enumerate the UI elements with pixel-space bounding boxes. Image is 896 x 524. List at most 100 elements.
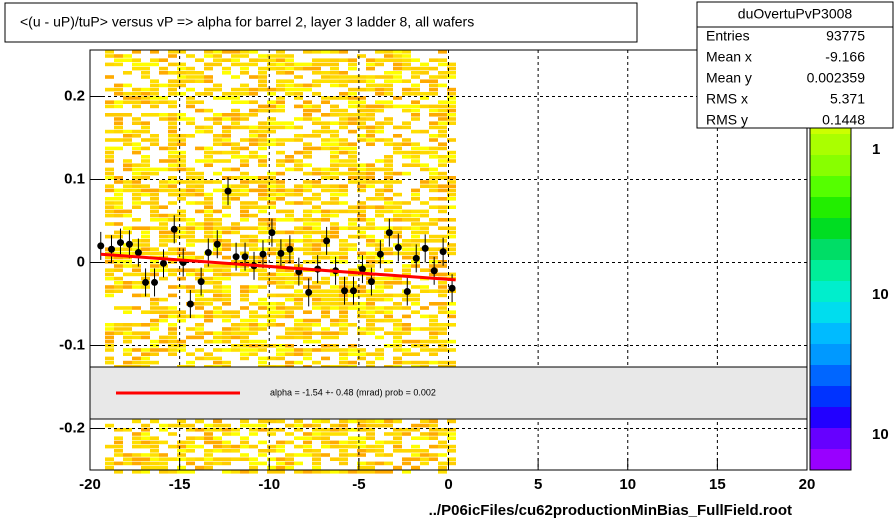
heat-cell	[429, 234, 438, 239]
heat-cell	[267, 201, 276, 205]
heat-cell	[231, 167, 240, 172]
heat-cell	[393, 335, 402, 340]
heat-cell	[375, 243, 384, 247]
heat-cell	[285, 285, 294, 289]
heat-cell	[141, 192, 150, 197]
heat-cell	[204, 54, 213, 58]
heat-cell	[357, 255, 366, 260]
stats-value: 0.1448	[822, 112, 865, 128]
colorbar-label: 10	[872, 426, 889, 443]
heat-cell	[303, 104, 312, 109]
heat-cell	[177, 276, 186, 281]
heat-cell	[366, 310, 375, 314]
heat-cell	[249, 243, 258, 247]
heat-cell	[249, 75, 258, 79]
heat-cell	[420, 201, 429, 205]
heat-cell	[105, 150, 114, 155]
heat-cell	[177, 449, 186, 453]
heat-cell	[384, 461, 393, 466]
heat-cell	[177, 159, 186, 163]
heat-cell	[222, 461, 231, 466]
heat-cell	[375, 159, 384, 163]
heat-cell	[348, 150, 357, 155]
heat-cell	[312, 432, 321, 436]
heat-cell	[321, 75, 330, 79]
heat-cell	[429, 66, 438, 71]
heat-cell	[222, 125, 231, 130]
heat-cell	[330, 272, 339, 277]
heat-cell	[357, 230, 366, 235]
heat-cell	[132, 457, 141, 461]
stats-name: Mean x	[706, 49, 752, 65]
heat-cell	[339, 461, 348, 466]
heat-cell	[105, 339, 114, 344]
heat-cell	[447, 205, 456, 209]
heat-cell	[123, 335, 132, 340]
heat-cell	[213, 113, 222, 117]
heat-cell	[159, 314, 168, 319]
heat-cell	[204, 310, 213, 314]
heat-cell	[258, 449, 267, 453]
heat-cell	[285, 201, 294, 205]
heat-cell	[384, 100, 393, 104]
heat-cell	[204, 230, 213, 235]
heat-cell	[294, 201, 303, 205]
heat-cell	[132, 461, 141, 466]
heat-cell	[357, 470, 366, 474]
heat-cell	[222, 272, 231, 277]
heat-cell	[366, 461, 375, 466]
heat-cell	[321, 419, 330, 424]
point	[268, 229, 276, 237]
heat-cell	[141, 310, 150, 314]
heat-cell	[249, 331, 258, 335]
heat-cell	[294, 87, 303, 92]
heat-cell	[447, 243, 456, 247]
heat-cell	[213, 339, 222, 344]
heat-cell	[177, 465, 186, 470]
heat-cell	[402, 66, 411, 71]
heat-cell	[240, 323, 249, 327]
heat-cell	[186, 100, 195, 104]
heat-cell	[312, 71, 321, 75]
heat-cell	[150, 251, 159, 256]
heat-cell	[132, 348, 141, 352]
heat-cell	[384, 163, 393, 167]
heat-cell	[114, 268, 123, 272]
heat-cell	[195, 465, 204, 470]
heat-cell	[321, 251, 330, 256]
heat-cell	[276, 457, 285, 461]
heat-cell	[258, 306, 267, 310]
heat-cell	[429, 432, 438, 436]
heat-cell	[357, 302, 366, 306]
heat-cell	[213, 96, 222, 100]
heat-cell	[141, 75, 150, 79]
heat-cell	[177, 285, 186, 289]
heat-cell	[222, 66, 231, 71]
heat-cell	[366, 243, 375, 247]
heat-cell	[276, 218, 285, 222]
heat-cell	[258, 428, 267, 432]
heat-cell	[105, 87, 114, 92]
heat-cell	[222, 71, 231, 75]
heat-cell	[447, 432, 456, 436]
heat-cell	[366, 104, 375, 109]
heat-cell	[276, 121, 285, 125]
heat-cell	[249, 113, 258, 117]
heat-cell	[420, 62, 429, 67]
heat-cell	[312, 121, 321, 125]
heat-cell	[114, 100, 123, 104]
heat-cell	[285, 297, 294, 302]
heat-cell	[267, 432, 276, 436]
heat-cell	[231, 449, 240, 453]
heat-cell	[375, 58, 384, 62]
heat-cell	[375, 440, 384, 445]
heat-cell	[231, 100, 240, 104]
heat-cell	[159, 71, 168, 75]
heat-cell	[438, 62, 447, 67]
heat-cell	[204, 50, 213, 54]
x-tick-label: 10	[619, 476, 636, 493]
heat-cell	[159, 318, 168, 323]
heat-cell	[249, 327, 258, 331]
heat-cell	[330, 323, 339, 327]
heat-cell	[303, 213, 312, 218]
